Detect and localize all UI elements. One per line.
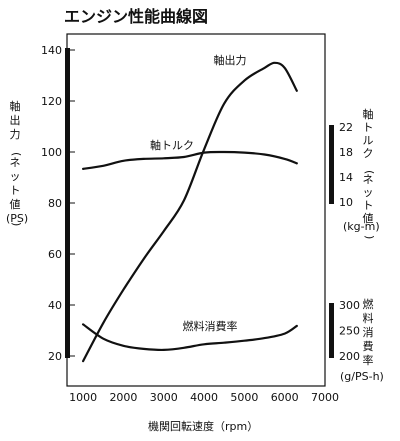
left-axis-label-text: 軸出力(ネット値) (10, 99, 23, 226)
right-fuel-axis-bar (329, 303, 334, 358)
torque-tick-label: 14 (339, 171, 353, 184)
left-axis-unit: (PS) (6, 212, 28, 225)
torque-tick-labels: 10 14 18 22 (339, 121, 353, 209)
x-tick-label: 2000 (109, 391, 137, 404)
fuel-tick-labels: 200 250 300 (339, 299, 360, 363)
fuel-axis-label-text: 燃料消費率 (363, 297, 374, 367)
x-tick-labels: 1000 2000 3000 4000 5000 6000 7000 (69, 391, 339, 404)
left-tick-label: 100 (41, 146, 62, 159)
fuel-tick-label: 300 (339, 299, 360, 312)
fuel-consumption-curve (82, 323, 298, 352)
left-tick-label: 140 (41, 44, 62, 57)
x-tick-label: 1000 (69, 391, 97, 404)
torque-axis-label: 軸トルク(ネット値) (363, 107, 376, 239)
x-tick-label: 4000 (190, 391, 218, 404)
x-tick-label: 6000 (271, 391, 299, 404)
torque-tick-label: 18 (339, 146, 353, 159)
torque-curve-label: 軸トルク (150, 138, 194, 152)
left-tick-labels: 20 40 60 80 100 120 140 (41, 44, 75, 363)
x-tick-label: 3000 (150, 391, 178, 404)
power-curve-label: 軸出力 (214, 53, 247, 67)
left-tick-label: 20 (48, 350, 62, 363)
torque-axis-unit: (kg-m) (343, 220, 380, 233)
x-tick-label: 5000 (230, 391, 258, 404)
torque-tick-label: 22 (339, 121, 353, 134)
torque-axis-label-text: 軸トルク(ネット値) (363, 107, 376, 239)
left-tick-label: 80 (48, 197, 62, 210)
fuel-tick-label: 200 (339, 350, 360, 363)
left-tick-label: 40 (48, 299, 62, 312)
power-curve (82, 61, 298, 363)
right-torque-axis-bar (329, 125, 334, 204)
fuel-tick-label: 250 (339, 325, 360, 338)
left-axis-label: 軸出力(ネット値) (10, 99, 23, 226)
left-tick-label: 60 (48, 248, 62, 261)
torque-curve (82, 150, 298, 170)
left-tick-label: 120 (41, 95, 62, 108)
x-axis-label: 機関回転速度（rpm） (148, 419, 258, 433)
fuel-consumption-curve-label: 燃料消費率 (183, 319, 238, 333)
left-axis-bar (65, 48, 70, 358)
chart-title: エンジン性能曲線図 (64, 7, 208, 26)
x-tick-label: 7000 (311, 391, 339, 404)
curves (82, 61, 298, 363)
torque-tick-label: 10 (339, 196, 353, 209)
fuel-axis-unit: (g/PS-h) (340, 370, 384, 383)
fuel-axis-label: 燃料消費率 (363, 297, 374, 367)
